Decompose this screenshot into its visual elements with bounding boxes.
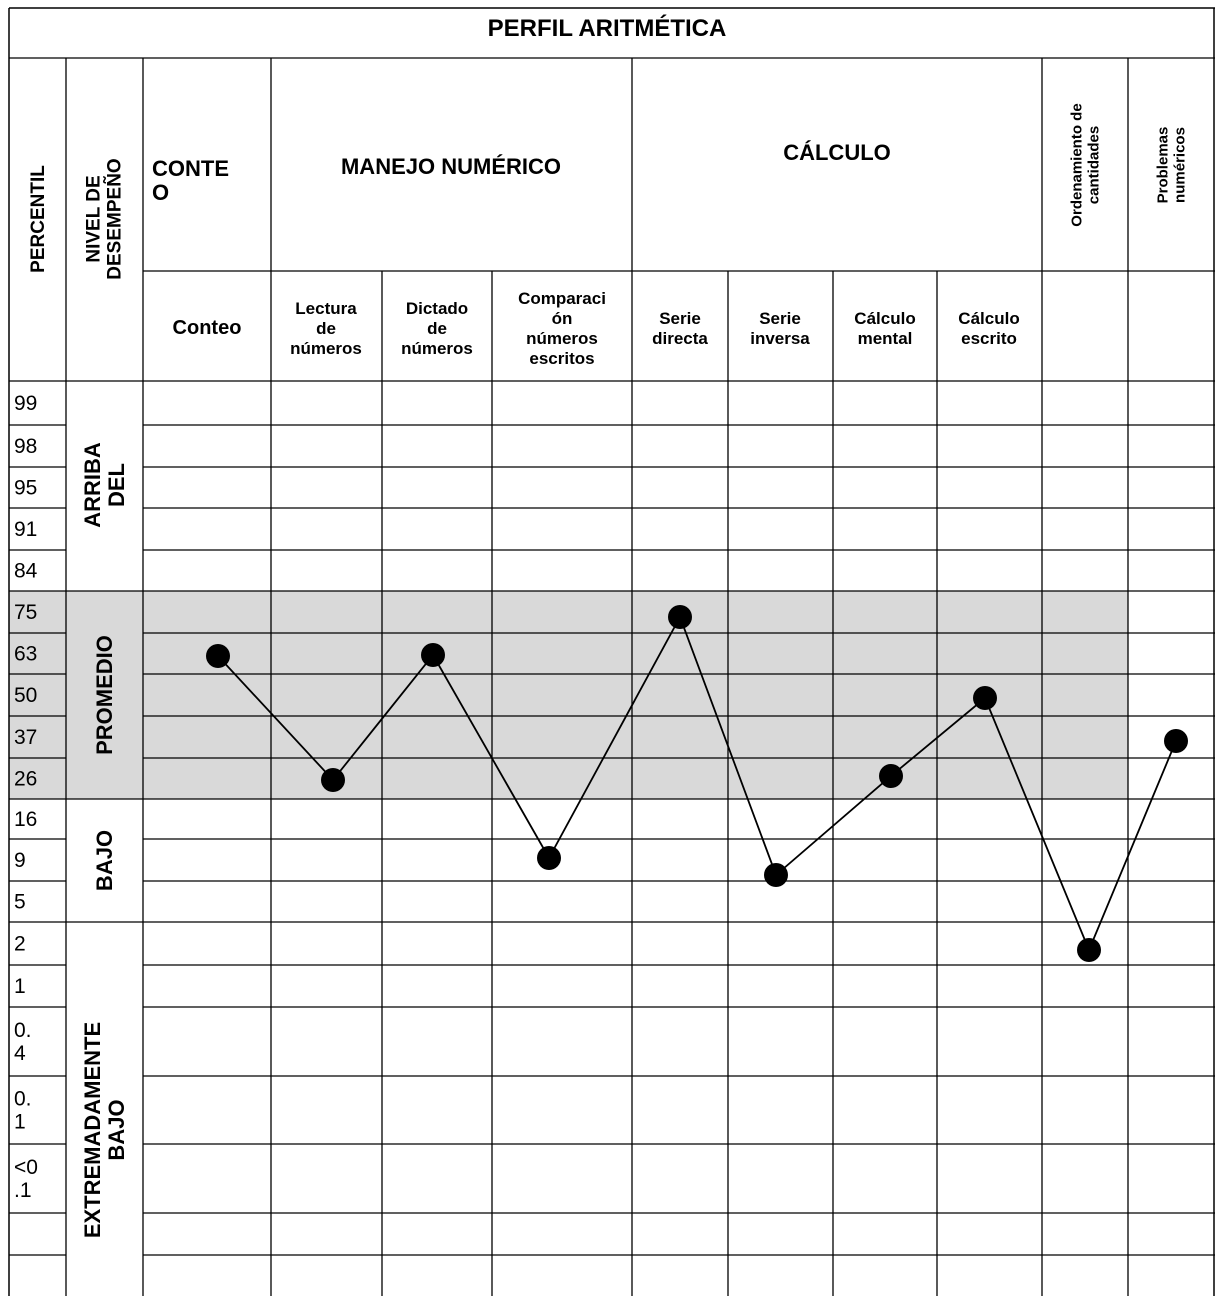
average-band	[9, 591, 1128, 799]
level-label: BAJO	[92, 830, 117, 891]
header-group-calculo: CÁLCULO	[783, 140, 891, 165]
subtest-label: Serie directa	[652, 309, 708, 348]
percentile-label: 95	[14, 476, 37, 499]
data-point	[1164, 729, 1188, 753]
data-point	[537, 846, 561, 870]
percentile-label: 5	[14, 890, 26, 913]
percentile-label: 0. 1	[14, 1087, 32, 1133]
subtest-label: Cálculo mental	[854, 309, 915, 348]
percentile-label: 26	[14, 767, 37, 790]
header-group-problemas: Problemasnuméricos	[1154, 127, 1188, 204]
header-group-ordenamiento: Ordenamiento decantidades	[1068, 103, 1102, 226]
percentile-label: 75	[14, 601, 37, 624]
subtest-label: Cálculo escrito	[958, 309, 1019, 348]
percentile-label: 2	[14, 932, 26, 955]
percentile-label: 16	[14, 808, 37, 831]
subtest-label: Conteo	[173, 317, 242, 339]
data-point	[668, 605, 692, 629]
percentile-label: 50	[14, 684, 37, 707]
data-point	[879, 764, 903, 788]
percentile-label: 1	[14, 975, 26, 998]
level-label: ARRIBADEL	[80, 442, 129, 528]
profile-line	[217, 614, 1177, 953]
percentile-label: 9	[14, 849, 26, 872]
percentile-label: <0.1	[14, 1156, 38, 1202]
data-point	[1077, 938, 1101, 962]
header-group-conteo: CONTE O	[152, 156, 229, 205]
data-point	[206, 644, 230, 668]
subtest-label: Dictado de números	[401, 299, 473, 358]
subtest-label: Comparaci ón números escritos	[518, 289, 606, 368]
data-point	[973, 686, 997, 710]
header-nivel: NIVEL DEDESEMPEÑO	[83, 158, 125, 279]
header-group-manejo: MANEJO NUMÉRICO	[341, 154, 561, 179]
percentile-label: 91	[14, 518, 37, 541]
subtest-label: Serie inversa	[750, 309, 810, 348]
data-point	[421, 643, 445, 667]
percentile-label: 63	[14, 642, 37, 665]
header-percentil: PERCENTIL	[28, 165, 49, 273]
data-point	[321, 768, 345, 792]
data-point	[764, 863, 788, 887]
percentile-label: 37	[14, 726, 37, 749]
percentile-label: 99	[14, 392, 37, 415]
subtest-label: Lectura de números	[290, 299, 362, 358]
percentile-label: 0. 4	[14, 1019, 32, 1065]
chart-title: PERFIL ARITMÉTICA	[488, 14, 727, 42]
percentile-label: 84	[14, 559, 38, 582]
level-label: PROMEDIO	[92, 635, 117, 755]
percentile-label: 98	[14, 435, 37, 458]
level-label: EXTREMADAMENTEBAJO	[80, 1022, 129, 1238]
